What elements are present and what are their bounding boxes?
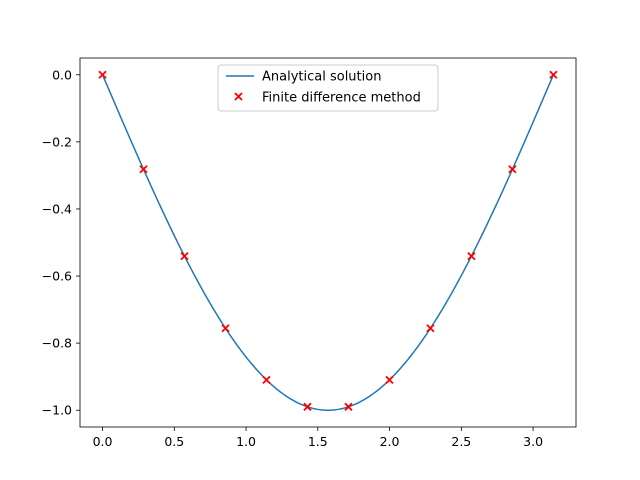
y-tick-label: −0.8 [42, 336, 72, 351]
y-axis: 0.0 −0.2 −0.4 −0.6 −0.8 −1.0 [42, 67, 80, 418]
x-tick-label: 0.5 [164, 434, 184, 449]
x-axis: 0.0 0.5 1.0 1.5 2.0 2.5 3.0 [93, 427, 543, 449]
fdm-marker [221, 324, 230, 333]
fdm-marker [549, 70, 558, 79]
x-tick-label: 1.5 [308, 434, 328, 449]
y-tick-label: −1.0 [42, 403, 72, 418]
plot-frame [79, 57, 577, 428]
legend-marker-swatch [234, 92, 243, 101]
analytical-solution-line [101, 74, 555, 411]
fdm-marker [385, 375, 394, 385]
fdm-marker [303, 402, 312, 411]
fdm-marker [98, 70, 107, 79]
legend-label-analytical: Analytical solution [262, 70, 381, 85]
legend-box [217, 64, 439, 112]
finite-difference-markers [98, 70, 558, 411]
x-tick-label: 1.0 [236, 434, 256, 449]
legend-label-fdm: Finite difference method [262, 91, 421, 106]
y-tick-label: −0.4 [42, 201, 72, 216]
x-tick-label: 3.0 [523, 434, 543, 449]
plot-background [80, 58, 576, 427]
fdm-marker [262, 375, 271, 385]
fdm-marker [467, 251, 476, 261]
y-tick-label: −0.6 [42, 269, 72, 284]
x-tick-label: 2.0 [380, 434, 400, 449]
fdm-marker [426, 324, 435, 333]
fdm-marker [508, 165, 517, 174]
fdm-marker [139, 165, 148, 174]
fdm-marker [344, 402, 353, 411]
y-tick-label: −0.2 [42, 134, 72, 149]
legend: Analytical solution Finite difference me… [217, 64, 439, 112]
fdm-marker [180, 251, 189, 261]
x-tick-label: 2.5 [451, 434, 471, 449]
y-tick-label: 0.0 [52, 67, 72, 82]
x-tick-label: 0.0 [93, 434, 113, 449]
